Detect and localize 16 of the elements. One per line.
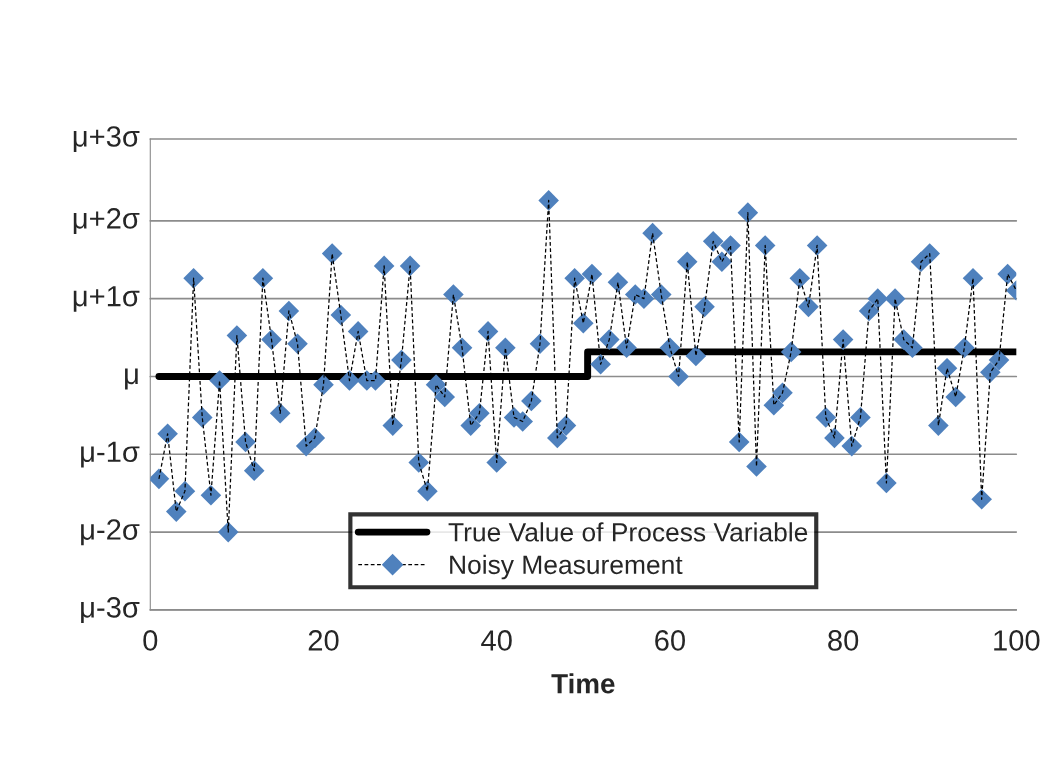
ref-line-label: μ+1σ: [73, 286, 140, 312]
ref-line-label: μ-1σ: [81, 441, 140, 468]
x-tick-label: 0: [143, 630, 158, 651]
ref-line-label: μ-3σ: [81, 597, 140, 624]
x-tick-label: 60: [655, 630, 685, 651]
x-axis-title: Time: [551, 673, 615, 694]
x-tick-label: 80: [828, 630, 859, 651]
legend-label: Noisy Measurement: [450, 554, 683, 580]
legend-label: True Value of Process Variable: [448, 522, 808, 542]
x-tick-label: 100: [994, 630, 1040, 651]
ref-line-label: μ+3σ: [73, 126, 140, 153]
ref-line-label: μ-2σ: [81, 519, 140, 546]
ref-line-label: μ: [125, 368, 138, 390]
x-tick-label: 40: [481, 630, 512, 651]
x-tick-label: 20: [308, 630, 339, 651]
ref-line-label: μ+2σ: [73, 208, 140, 234]
